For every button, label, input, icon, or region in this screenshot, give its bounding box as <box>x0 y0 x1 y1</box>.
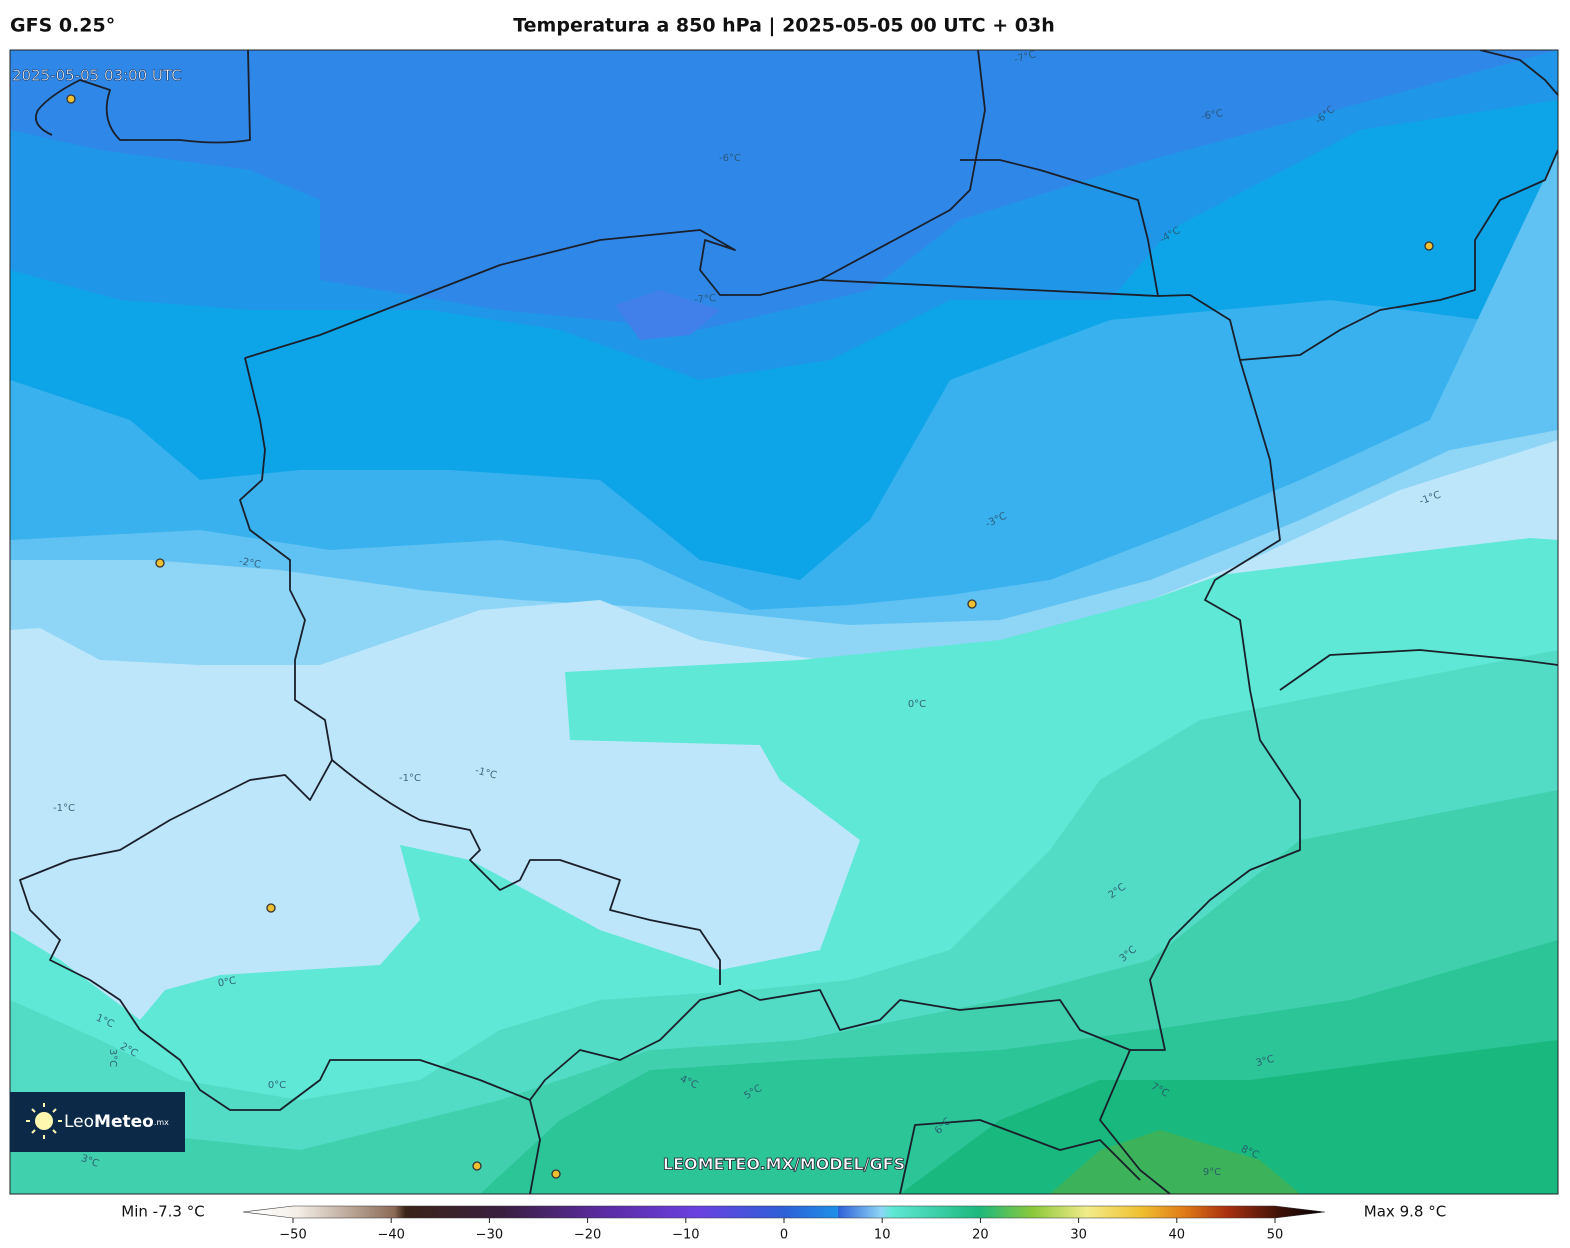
contour-label: -6°C <box>1200 108 1224 123</box>
watermark: LEOMETEO.MX/MODEL/GFS <box>663 1155 905 1174</box>
contour-label: -1°C <box>399 773 421 784</box>
contour-label: 3°C <box>107 1049 118 1067</box>
colorbar-tick-label: 20 <box>972 1228 989 1243</box>
map-title: Temperatura a 850 hPa | 2025-05-05 00 UT… <box>513 15 1055 37</box>
max-label: Max 9.8 °C <box>1364 1203 1446 1221</box>
contour-label: 0°C <box>217 975 237 989</box>
colorbar-tick-label: 10 <box>874 1228 891 1243</box>
contour-label: -1°C <box>474 765 498 781</box>
min-label: Min -7.3 °C <box>121 1203 204 1221</box>
colorbar <box>242 1205 1326 1219</box>
map: -7°C-6°C -6°C-6°C-7°C-4°C-3°C-2°C-1°C0°C-… <box>10 50 1558 1194</box>
contour-label: 0°C <box>268 1080 286 1091</box>
logo-bold: Meteo <box>94 1112 154 1132</box>
colorbar-tick-label: −40 <box>377 1228 404 1243</box>
contour-label: -2°C <box>238 556 262 571</box>
colorbar-tick-label: −30 <box>476 1228 503 1243</box>
colorbar-tick-label: −10 <box>672 1228 699 1243</box>
contour-label: 0°C <box>908 699 926 710</box>
colorbar-tick-label: 0 <box>780 1228 788 1243</box>
contour-label: 9°C <box>1203 1167 1221 1178</box>
contour-label: 3°C <box>1255 1054 1276 1069</box>
colorbar-tick-label: 50 <box>1267 1228 1284 1243</box>
logo-tld: .mx <box>154 1118 169 1127</box>
colorbar-tick-label: 30 <box>1070 1228 1087 1243</box>
model-name: GFS 0.25° <box>10 15 115 37</box>
colorbar-tick-label: 40 <box>1169 1228 1186 1243</box>
colorbar-tick-label: −50 <box>279 1228 306 1243</box>
logo: LeoMeteo.mx <box>10 1092 185 1152</box>
logo-light: Leo <box>64 1112 94 1132</box>
contour-label: -7°C <box>694 293 717 306</box>
contour-label: -1°C <box>53 803 75 814</box>
logo-text: LeoMeteo.mx <box>64 1112 169 1132</box>
contour-label: -6°C <box>719 153 741 164</box>
timestamp: 2025-05-05 03:00 UTC <box>12 67 182 85</box>
colorbar-tick-label: −20 <box>574 1228 601 1243</box>
